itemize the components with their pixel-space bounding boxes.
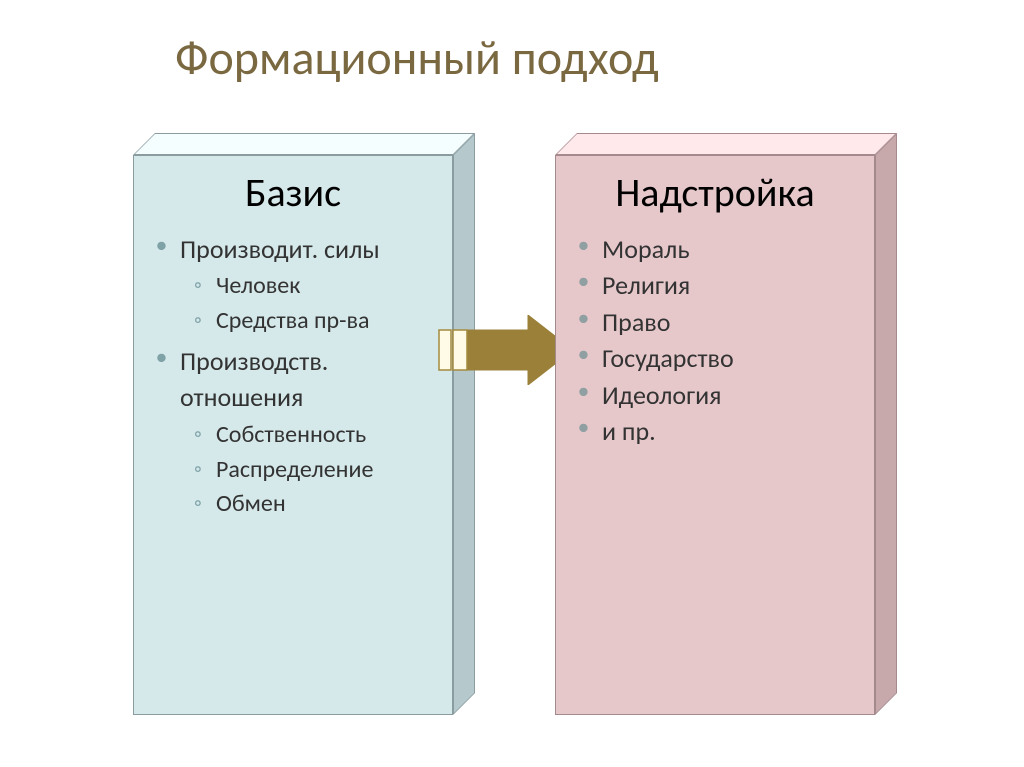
list-item: Производств. отношенияСобственностьРаспр… [152,343,434,522]
list-item: Мораль [574,231,856,267]
list-item: Производит. силыЧеловекСредства пр-ва [152,231,434,339]
left-block-front-face: Базис Производит. силыЧеловекСредства пр… [133,155,453,715]
right-block-list: МоральРелигияПравоГосударствоИдеологияи … [574,231,856,449]
left-block-title: Базис [152,168,434,217]
list-sub-item: Распределение [192,453,434,488]
left-block-top-face [133,133,475,155]
list-item: и пр. [574,413,856,449]
list-sub-item: Собственность [192,418,434,453]
right-block-front-face: Надстройка МоральРелигияПравоГосударство… [555,155,875,715]
arrow-icon [423,315,573,390]
right-block-top-face [555,133,897,155]
left-block-right-face [453,133,475,715]
list-item: Идеология [574,377,856,413]
list-sub-item: Человек [192,269,434,304]
left-block: Базис Производит. силыЧеловекСредства пр… [133,155,453,715]
page-title: Формационный подход [175,28,659,87]
left-block-list: Производит. силыЧеловекСредства пр-ваПро… [152,231,434,522]
list-item: Государство [574,340,856,376]
list-sub-item: Обмен [192,487,434,522]
list-item: Право [574,304,856,340]
list-sub-item: Средства пр-ва [192,304,434,339]
right-block-title: Надстройка [574,168,856,217]
right-block-right-face [875,133,897,715]
right-block: Надстройка МоральРелигияПравоГосударство… [555,155,875,715]
list-item: Религия [574,267,856,303]
